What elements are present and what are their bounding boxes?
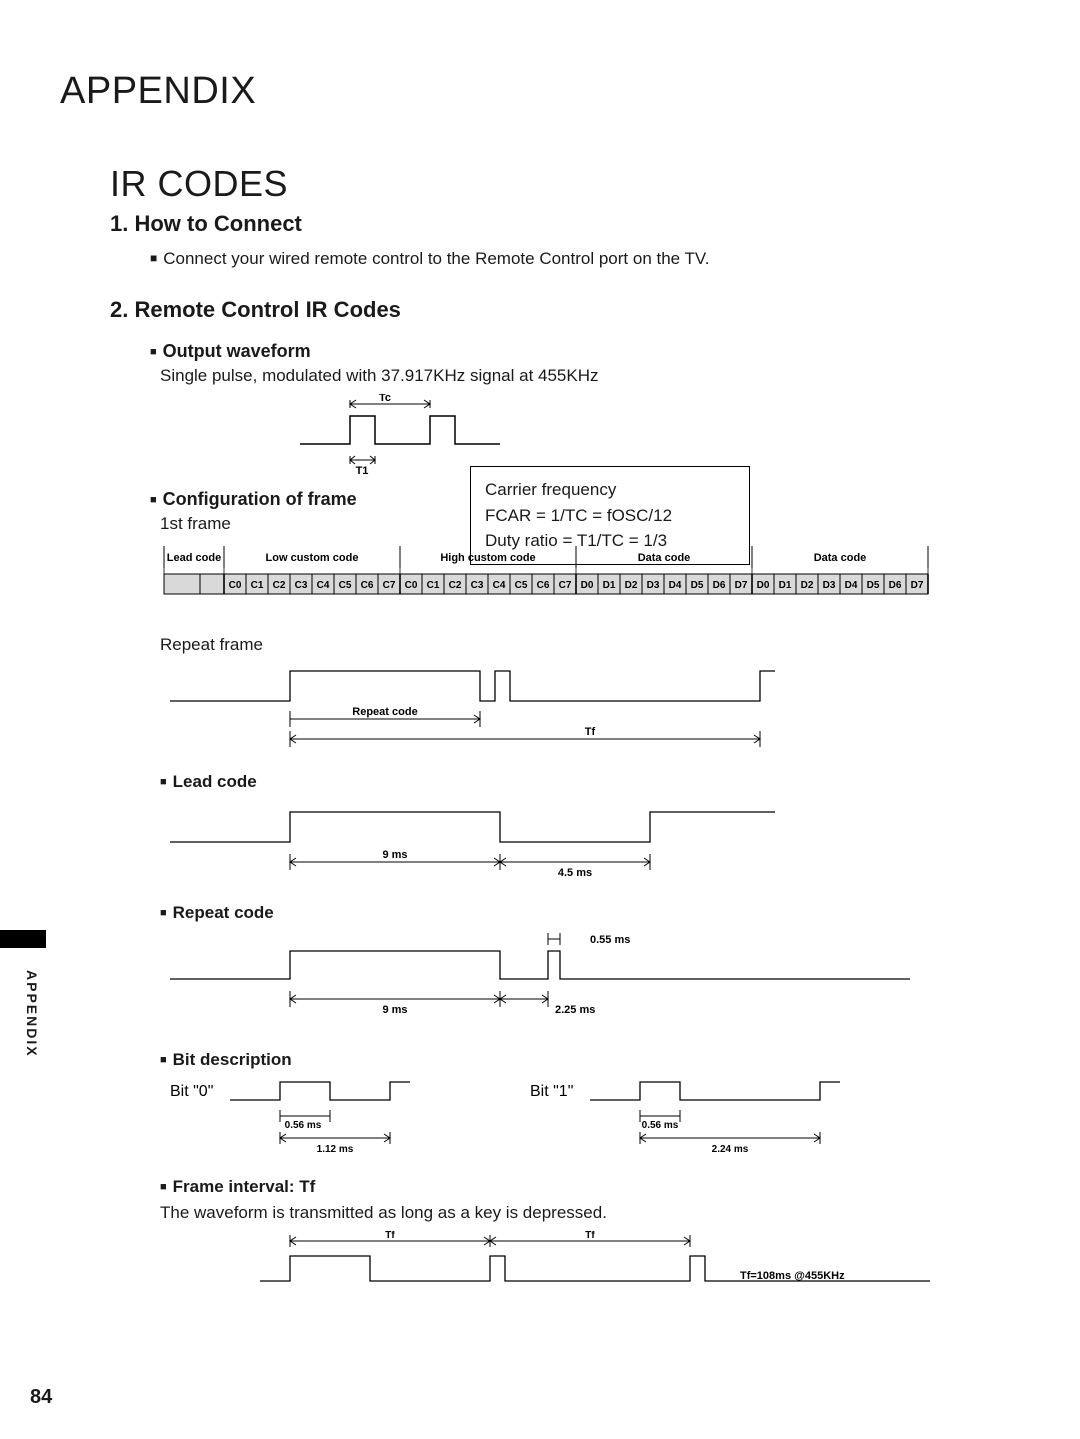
svg-text:C4: C4: [317, 580, 330, 591]
ir-codes-heading: IR CODES: [110, 163, 1010, 205]
side-tab-marker: [0, 930, 46, 948]
svg-text:D1: D1: [603, 580, 616, 591]
tf-text: Tf: [585, 726, 596, 738]
how-to-connect-heading: 1. How to Connect: [110, 211, 1010, 237]
svg-text:C6: C6: [537, 580, 550, 591]
output-waveform-heading: ■ Output waveform: [150, 341, 1010, 362]
svg-text:Data code: Data code: [814, 552, 867, 564]
bit-description-heading: ■ Bit description: [160, 1050, 1010, 1070]
repeat-9ms: 9 ms: [382, 1004, 407, 1016]
bit0-1.12ms: 1.12 ms: [317, 1144, 354, 1155]
svg-text:D7: D7: [911, 580, 924, 591]
svg-text:Low custom code: Low custom code: [266, 552, 359, 564]
svg-text:C7: C7: [559, 580, 572, 591]
svg-text:D0: D0: [581, 580, 594, 591]
svg-text:D3: D3: [823, 580, 836, 591]
output-waveform-desc: Single pulse, modulated with 37.917KHz s…: [160, 366, 1010, 386]
bit1-label: Bit "1": [530, 1083, 573, 1100]
square-bullet-icon: ■: [150, 251, 157, 265]
svg-text:D5: D5: [867, 580, 880, 591]
side-tab-label: APPENDIX: [24, 970, 40, 1058]
bit-description-diagram: Bit "0" 0.56 ms 1.12 ms Bit "1" 0.56 ms: [160, 1076, 1010, 1161]
carrier-line2: FCAR = 1/TC = fOSC/12: [485, 503, 735, 529]
tc-label: Tc: [379, 394, 391, 404]
svg-text:D2: D2: [625, 580, 638, 591]
square-bullet-icon: ■: [150, 346, 157, 358]
lead-code-heading: ■ Lead code: [160, 772, 1010, 792]
svg-text:C0: C0: [229, 580, 242, 591]
svg-text:C7: C7: [383, 580, 396, 591]
svg-text:C5: C5: [339, 580, 352, 591]
bit1-0.56ms: 0.56 ms: [642, 1120, 679, 1131]
tf-108ms: Tf=108ms @455KHz: [740, 1270, 845, 1282]
lead-code-diagram: 9 ms 4.5 ms: [160, 802, 1010, 887]
connect-text: Connect your wired remote control to the…: [163, 249, 709, 268]
appendix-side-tab: APPENDIX: [24, 970, 46, 1100]
frame-interval-diagram: Tf Tf Tf=108ms @455KHz: [160, 1231, 1010, 1306]
svg-text:D3: D3: [647, 580, 660, 591]
page-number: 84: [30, 1386, 52, 1409]
svg-text:D7: D7: [735, 580, 748, 591]
svg-text:C0: C0: [405, 580, 418, 591]
square-bullet-icon: ■: [160, 1054, 167, 1066]
svg-text:D1: D1: [779, 580, 792, 591]
frame-interval-title: Frame interval: Tf: [173, 1177, 316, 1196]
square-bullet-icon: ■: [160, 1181, 167, 1193]
lead-4.5ms: 4.5 ms: [558, 867, 592, 879]
tf-label-1: Tf: [385, 1231, 395, 1241]
t1-label: T1: [356, 465, 369, 477]
svg-text:C2: C2: [449, 580, 462, 591]
repeat-code-diagram: 0.55 ms 9 ms 2.25 ms: [160, 929, 1010, 1034]
svg-text:D5: D5: [691, 580, 704, 591]
appendix-heading: APPENDIX: [60, 70, 1010, 113]
svg-text:C6: C6: [361, 580, 374, 591]
config-frame-title: Configuration of frame: [163, 489, 357, 509]
svg-text:C3: C3: [471, 580, 484, 591]
repeat-code-text: Repeat code: [352, 706, 417, 718]
repeat-frame-diagram: Repeat code Tf: [160, 661, 1010, 756]
svg-text:C4: C4: [493, 580, 506, 591]
svg-text:C1: C1: [251, 580, 264, 591]
tf-label-2: Tf: [585, 1231, 595, 1241]
svg-text:D0: D0: [757, 580, 770, 591]
svg-text:C3: C3: [295, 580, 308, 591]
square-bullet-icon: ■: [160, 907, 167, 919]
bit0-label: Bit "0": [170, 1083, 213, 1100]
svg-text:Lead code: Lead code: [167, 552, 221, 564]
repeat-code-title: Repeat code: [173, 903, 274, 922]
output-waveform-title: Output waveform: [163, 341, 311, 361]
svg-text:D4: D4: [845, 580, 858, 591]
repeat-code-heading: ■ Repeat code: [160, 903, 1010, 923]
bit0-0.56ms: 0.56 ms: [285, 1120, 322, 1131]
svg-text:D4: D4: [669, 580, 682, 591]
square-bullet-icon: ■: [150, 494, 157, 506]
remote-codes-heading: 2. Remote Control IR Codes: [110, 297, 1010, 323]
svg-text:C1: C1: [427, 580, 440, 591]
frame-interval-desc: The waveform is transmitted as long as a…: [160, 1203, 1010, 1223]
carrier-line1: Carrier frequency: [485, 477, 735, 503]
connect-instruction: ■ Connect your wired remote control to th…: [150, 249, 1010, 269]
repeat-frame-label: Repeat frame: [160, 635, 1010, 655]
carrier-frequency-box: Carrier frequency FCAR = 1/TC = fOSC/12 …: [470, 466, 750, 565]
svg-text:D6: D6: [889, 580, 902, 591]
svg-text:C2: C2: [273, 580, 286, 591]
repeat-2.25ms: 2.25 ms: [555, 1004, 595, 1016]
svg-text:C5: C5: [515, 580, 528, 591]
lead-code-title: Lead code: [173, 772, 257, 791]
bit1-2.24ms: 2.24 ms: [712, 1144, 749, 1155]
repeat-0.55ms: 0.55 ms: [590, 934, 630, 946]
carrier-line3: Duty ratio = T1/TC = 1/3: [485, 528, 735, 554]
svg-text:D2: D2: [801, 580, 814, 591]
square-bullet-icon: ■: [160, 776, 167, 788]
frame-interval-heading: ■ Frame interval: Tf: [160, 1177, 1010, 1197]
bit-desc-title: Bit description: [173, 1050, 292, 1069]
lead-9ms: 9 ms: [382, 849, 407, 861]
svg-text:D6: D6: [713, 580, 726, 591]
